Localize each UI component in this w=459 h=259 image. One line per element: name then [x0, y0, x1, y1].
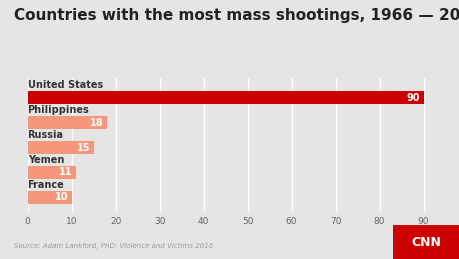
Text: United States: United States: [28, 80, 103, 90]
Text: 11: 11: [59, 168, 73, 177]
Text: France: France: [28, 180, 64, 190]
Bar: [28, 141, 93, 154]
Text: Countries with the most mass shootings, 1966 — 2012: Countries with the most mass shootings, …: [14, 8, 459, 23]
Bar: [28, 166, 76, 179]
Text: 90: 90: [406, 93, 419, 103]
Text: Russia: Russia: [28, 130, 63, 140]
Text: Yemen: Yemen: [28, 155, 64, 165]
Text: 15: 15: [76, 142, 90, 153]
Text: Source: Adam Lankford, PhD: Violence and Victims 2016: Source: Adam Lankford, PhD: Violence and…: [14, 242, 213, 249]
Text: Philippines: Philippines: [28, 105, 89, 115]
Bar: [28, 116, 106, 129]
Text: CNN: CNN: [411, 236, 441, 249]
Bar: [28, 191, 72, 204]
Bar: [28, 91, 423, 104]
Text: 18: 18: [90, 118, 103, 128]
Text: 10: 10: [55, 192, 68, 203]
